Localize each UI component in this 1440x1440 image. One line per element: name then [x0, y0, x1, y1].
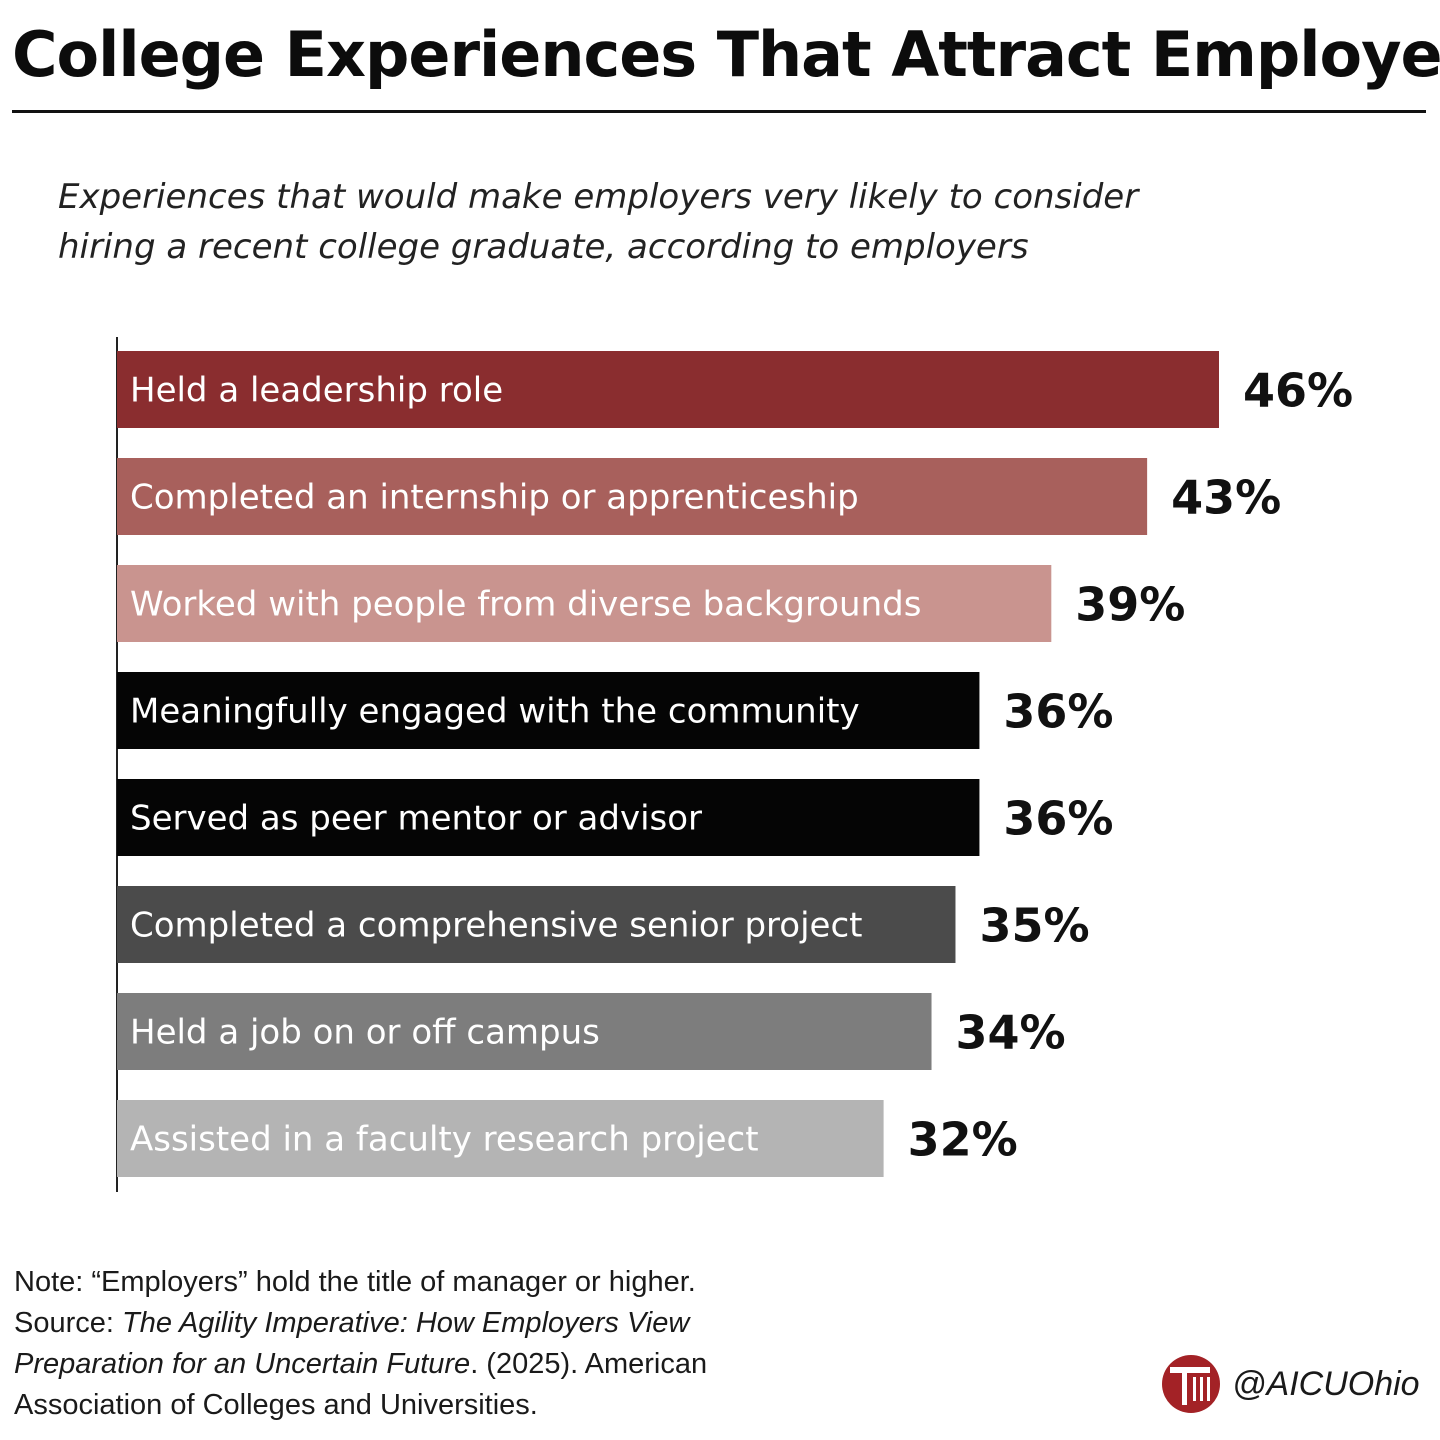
- chart-title: College Experiences That Attract Employe…: [12, 18, 1440, 91]
- aicu-logo-icon: [1162, 1355, 1220, 1413]
- bar-value-label: 35%: [979, 899, 1089, 953]
- title-rule: [12, 110, 1426, 113]
- bar: [117, 886, 956, 963]
- bar-category-label: Held a leadership role: [130, 371, 503, 411]
- bar: [117, 565, 1052, 642]
- bar-category-label: Completed an internship or apprenticeshi…: [130, 478, 859, 518]
- note-prefix: Note:: [14, 1266, 92, 1298]
- bar-value-label: 39%: [1075, 578, 1185, 632]
- bar-category-label: Assisted in a faculty research project: [130, 1120, 759, 1160]
- bar-category-label: Completed a comprehensive senior project: [130, 906, 862, 946]
- source-prefix: Source:: [14, 1307, 122, 1339]
- bar: [117, 779, 980, 856]
- bar-category-label: Held a job on or off campus: [130, 1013, 600, 1053]
- bar: [117, 1100, 884, 1177]
- source-title: The Agility Imperative: How Employers Vi…: [14, 1307, 690, 1380]
- bars-group: Held a leadership role 46% Completed an in…: [117, 351, 1353, 1177]
- bar-category-label: Meaningfully engaged with the community: [130, 692, 860, 732]
- bar-value-label: 34%: [956, 1006, 1066, 1060]
- bar-value-label: 36%: [1003, 792, 1113, 846]
- bar-value-label: 46%: [1243, 364, 1353, 418]
- bar-category-label: Worked with people from diverse backgrou…: [130, 585, 921, 625]
- bar: [117, 993, 932, 1070]
- source-rest: . (2025). American Association of Colleg…: [14, 1348, 708, 1421]
- bar-value-label: 36%: [1003, 685, 1113, 739]
- bar: [117, 458, 1148, 535]
- bar: [117, 351, 1219, 428]
- bar-value-label: 43%: [1171, 471, 1281, 525]
- social-handle: @AICUOhio: [1232, 1364, 1420, 1403]
- bar-value-label: 32%: [908, 1113, 1018, 1167]
- bar-category-label: Served as peer mentor or advisor: [130, 799, 702, 839]
- bar: [117, 672, 980, 749]
- source-note: Note: “Employers” hold the title of mana…: [14, 1262, 834, 1426]
- brand: @AICUOhio: [1160, 1352, 1420, 1416]
- chart-subtitle: Experiences that would make employers ve…: [58, 177, 1139, 267]
- note-text: “Employers” hold the title of manager or…: [91, 1266, 696, 1298]
